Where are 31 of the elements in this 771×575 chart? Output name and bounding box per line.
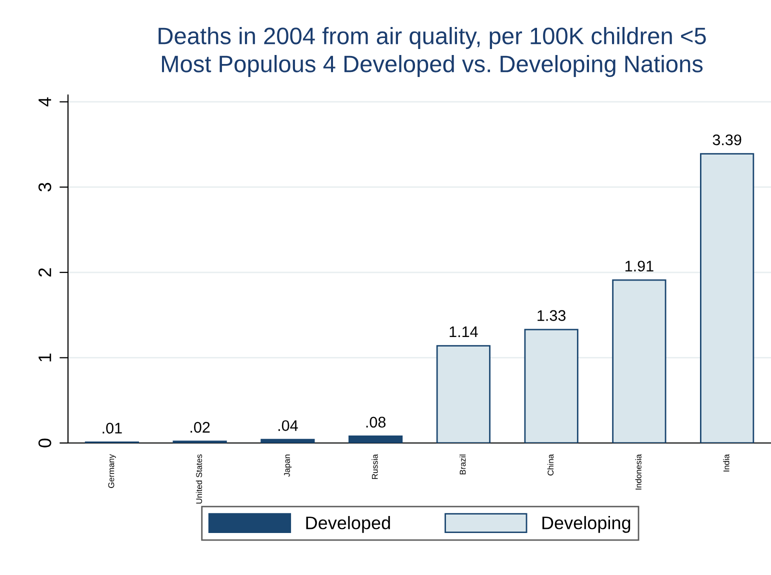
x-tick-label: India <box>723 454 730 472</box>
data-label: 1.91 <box>625 260 654 272</box>
y-tick-label: 1 <box>38 354 52 362</box>
bar <box>436 345 490 443</box>
x-tick-label: Indonesia <box>635 454 642 490</box>
x-tick-label: Japan <box>284 454 292 477</box>
data-label: .02 <box>190 422 210 433</box>
y-tick-label: 3 <box>38 182 52 192</box>
data-label: .01 <box>102 422 122 434</box>
y-tick-label: 4 <box>38 97 52 106</box>
legend-label: Developing <box>542 516 630 533</box>
bar <box>524 328 578 443</box>
x-tick-label: Brazil <box>460 454 466 474</box>
x-tick-label: Russia <box>372 454 378 479</box>
chart-subtitle: Most Populous 4 Developed vs. Developing Nations <box>162 54 703 78</box>
legend-label: Developed <box>306 516 390 533</box>
bar <box>260 438 315 443</box>
y-tick-label: 2 <box>38 268 52 277</box>
x-tick-label: Germany <box>108 454 116 488</box>
bar <box>700 153 754 443</box>
data-label: 3.39 <box>712 134 742 146</box>
bar <box>612 279 666 443</box>
x-tick-label: China <box>547 454 554 476</box>
y-tick-label: 0 <box>38 438 52 448</box>
bar <box>348 435 403 443</box>
data-label: 1.14 <box>450 326 478 338</box>
data-label: .08 <box>366 416 386 428</box>
data-label: .04 <box>278 420 298 432</box>
chart-title: Deaths in 2004 from air quality, per 100K children <5 <box>158 26 706 50</box>
data-label: 1.33 <box>538 310 566 321</box>
x-tick-label: United States <box>196 454 202 504</box>
